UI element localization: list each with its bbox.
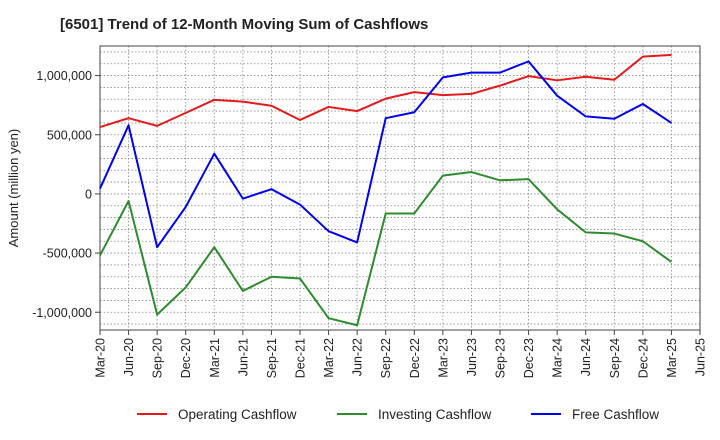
series-line-operating-cashflow	[99, 53, 672, 129]
series-lines	[99, 53, 673, 327]
y-tick-label: 500,000	[47, 128, 92, 142]
series-line-investing-cashflow	[99, 171, 673, 327]
x-tick-label: Mar-20	[94, 338, 108, 378]
x-tick-label: Dec-20	[179, 338, 193, 378]
legend-label-investing-cashflow: Investing Cashflow	[378, 407, 492, 422]
x-tick-label: Sep-22	[379, 338, 393, 378]
y-tick-label: 0	[85, 187, 92, 201]
series-line-free-cashflow	[99, 60, 672, 249]
x-axis-ticks: Mar-20 Jun-20 Sep-20 Dec-20 Mar-21 Jun-21 Sep-…	[94, 330, 708, 378]
x-tick-label: Sep-24	[608, 338, 622, 378]
x-tick-label: Jun-25	[694, 338, 708, 376]
x-tick-label: Jun-20	[122, 338, 136, 376]
plot-area-frame	[99, 45, 701, 331]
x-tick-label: Mar-23	[436, 338, 450, 378]
grid-lines	[99, 46, 701, 330]
x-tick-label: Mar-22	[322, 338, 336, 378]
x-tick-label: Sep-20	[151, 338, 165, 378]
y-tick-label: 1,000,000	[36, 69, 92, 83]
x-tick-label: Mar-21	[208, 338, 222, 378]
x-tick-label: Mar-24	[551, 338, 565, 378]
x-tick-label: Mar-25	[665, 338, 679, 378]
y-tick-label: -1,000,000	[32, 306, 92, 320]
legend-label-operating-cashflow: Operating Cashflow	[178, 407, 297, 422]
x-tick-label: Sep-21	[265, 338, 279, 378]
chart-title: [6501] Trend of 12-Month Moving Sum of C…	[60, 16, 428, 33]
x-tick-label: Jun-24	[579, 338, 593, 376]
x-tick-label: Sep-23	[494, 338, 508, 378]
x-tick-label: Jun-22	[351, 338, 365, 376]
y-axis-label: Amount (million yen)	[6, 129, 21, 248]
legend: Operating Cashflow Investing Cashflow Free…	[137, 407, 659, 422]
x-tick-label: Jun-21	[236, 338, 250, 376]
legend-label-free-cashflow: Free Cashflow	[572, 407, 659, 422]
y-axis-ticks: 1,000,000 500,000 0 -500,000 -1,000,000	[32, 69, 100, 320]
x-tick-label: Dec-23	[522, 338, 536, 378]
x-tick-label: Dec-21	[294, 338, 308, 378]
x-tick-label: Dec-22	[408, 338, 422, 378]
x-tick-label: Dec-24	[636, 338, 650, 378]
x-tick-label: Jun-23	[465, 338, 479, 376]
y-tick-label: -500,000	[43, 247, 92, 261]
